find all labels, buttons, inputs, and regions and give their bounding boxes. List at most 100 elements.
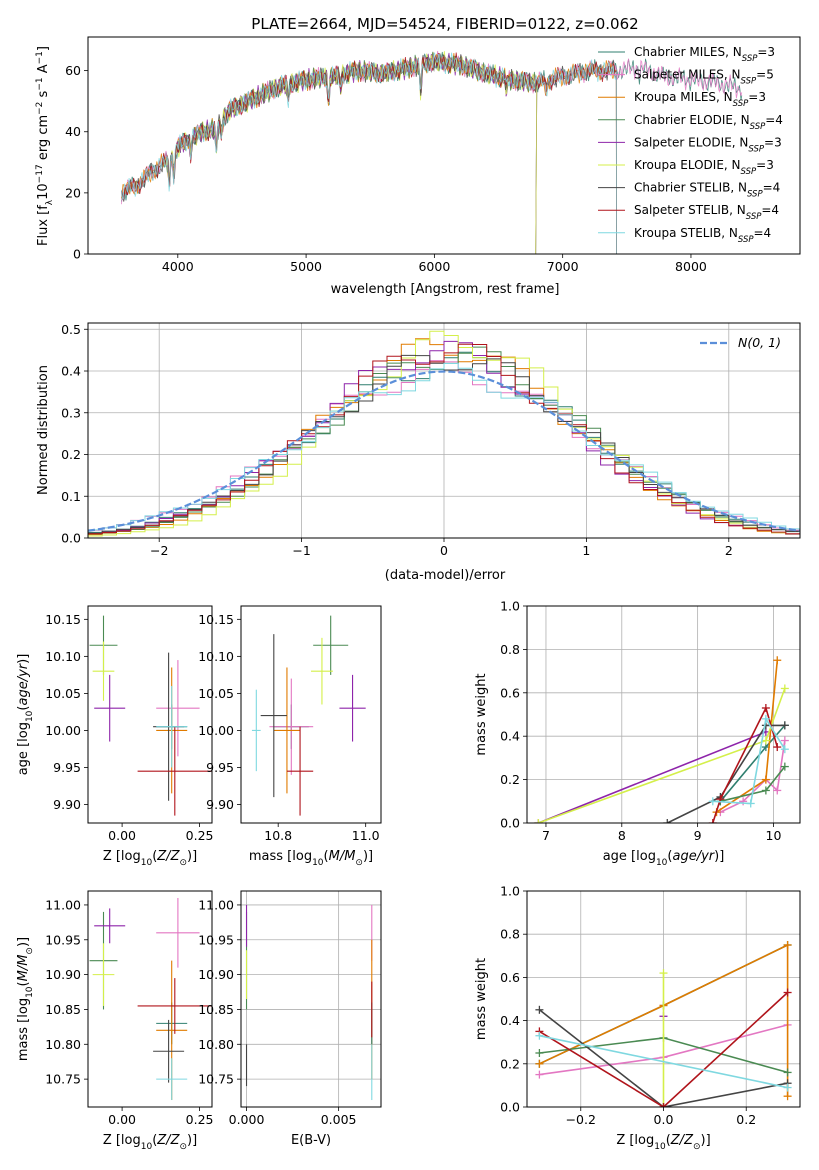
weight-line (538, 1009, 788, 1107)
age-vs-metallicity-panel: 0.00 0.25 9.90 9.95 10.00 10.05 10.10 10.15 Z [l… (16, 605, 214, 868)
legend-sub: SSP (742, 54, 758, 64)
y-tick-label: 0.0 (500, 816, 520, 831)
label-part: ( (667, 849, 672, 864)
y-tick-label: 20 (65, 185, 81, 200)
label-part: ( (152, 1133, 157, 1148)
legend-label: Chabrier ELODIE, NSSP=4 (634, 113, 783, 132)
y-tick-label: 0.2 (500, 772, 520, 787)
label-part: ( (16, 706, 31, 711)
label-part: Flux [f (36, 205, 51, 246)
x-tick-label: 0.25 (186, 1112, 214, 1127)
y-tick-label: 10.95 (198, 932, 234, 947)
y-tick-label: 10.05 (45, 686, 81, 701)
axes-frame (526, 890, 801, 1108)
y-tick-label: 40 (65, 124, 81, 139)
y-tick-label: 10.10 (198, 649, 234, 664)
x-tick-label: 0.25 (186, 828, 214, 843)
label-part: mass weight (474, 958, 489, 1040)
label-part: λ (45, 199, 55, 205)
legend-text: Salpeter ELODIE, N (634, 135, 748, 149)
x-tick-label: 0 (440, 543, 448, 558)
label-part: age/yr (16, 662, 31, 705)
label-part: Z/Z (156, 1133, 180, 1148)
label-part: ⊙ (179, 858, 187, 868)
legend-sub: SSP (733, 99, 749, 109)
y-tick-label: 0 (73, 247, 81, 262)
label-part: E(B-V) (291, 1133, 331, 1148)
y-axis-label: Flux [fλ10−17 erg cm−2 s−1 A−1] (35, 46, 55, 246)
legend-text: Chabrier MILES, N (634, 45, 742, 59)
y-tick-label: 0.4 (500, 1013, 520, 1028)
label-part: −17 (35, 164, 45, 183)
x-tick-label: 0.000 (229, 1112, 265, 1127)
weight-line (538, 991, 789, 1107)
y-tick-label: 10.80 (198, 1037, 234, 1052)
legend-tail: =5 (756, 68, 774, 82)
y-tick-label: 10.90 (198, 967, 234, 982)
x-tick-label: 7 (542, 828, 550, 843)
label-part: 10 (654, 1142, 666, 1152)
axes-frame (87, 36, 801, 255)
x-tick-label: 1 (582, 543, 590, 558)
label-part: 10 (36, 183, 51, 200)
label-part: erg cm (36, 115, 51, 164)
plot-area (534, 656, 789, 823)
label-part: )] (16, 654, 31, 664)
legend-tail: =3 (764, 135, 782, 149)
legend-label: Salpeter ELODIE, NSSP=3 (634, 135, 782, 154)
x-axis-label: age [log10(age/yr)] (603, 849, 725, 868)
y-tick-label: 11.00 (198, 897, 234, 912)
x-tick-label: 9 (694, 828, 702, 843)
y-tick-label: 0.5 (61, 322, 81, 337)
axes-frame (87, 605, 213, 824)
label-part: −1 (35, 51, 45, 64)
x-tick-label: 0.2 (736, 1112, 756, 1127)
y-tick-label: 0.6 (500, 685, 520, 700)
legend-label: Kroupa MILES, NSSP=3 (634, 90, 766, 109)
label-part: ( (324, 849, 329, 864)
weight-line (538, 731, 767, 823)
x-tick-label: 10 (766, 828, 782, 843)
age-vs-mass-panel: 10.8 11.0 9.90 9.95 10.00 10.05 10.10 10.15 mass… (198, 605, 382, 868)
label-part: Z [log (616, 1133, 654, 1148)
y-tick-label: 10.10 (45, 649, 81, 664)
legend-label: N(0, 1) (738, 335, 781, 350)
y-tick-label: 0.2 (500, 1056, 520, 1071)
x-tick-label: 8000 (675, 259, 707, 274)
x-tick-label: 2 (725, 543, 733, 558)
legend-sub: SSP (738, 235, 754, 245)
label-part: ( (666, 1133, 671, 1148)
y-tick-label: 0.3 (61, 405, 81, 420)
label-part: 10 (312, 858, 324, 868)
y-tick-label: 60 (65, 63, 81, 78)
y-tick-label: 9.90 (206, 797, 234, 812)
legend-tail: =3 (756, 158, 774, 172)
x-tick-label: 10.8 (264, 828, 292, 843)
y-axis-label: mass [log10(M/M⊙)] (16, 937, 35, 1061)
y-tick-label: 10.80 (45, 1037, 81, 1052)
y-tick-label: 9.95 (53, 760, 81, 775)
label-part: wavelength [Angstrom, rest frame] (331, 282, 560, 297)
legend-label: Salpeter MILES, NSSP=5 (634, 68, 774, 87)
y-tick-label: 10.15 (198, 612, 234, 627)
label-part: s (36, 90, 51, 101)
plot-area (251, 615, 366, 816)
legend-tail: =4 (761, 203, 779, 217)
spectrum-line (121, 51, 617, 254)
x-axis-label: E(B-V) (291, 1133, 331, 1148)
label-part: Z/Z (156, 849, 180, 864)
label-part: )] (16, 937, 31, 947)
y-tick-label: 0.2 (61, 447, 81, 462)
y-axis-label: mass weight (474, 958, 489, 1040)
legend-tail: =4 (754, 226, 772, 240)
label-part: )] (701, 1133, 711, 1148)
label-part: Z [log (103, 1133, 141, 1148)
legend-sub: SSP (747, 190, 763, 200)
label-part: mass [log (249, 849, 312, 864)
axes-frame (87, 890, 213, 1108)
y-tick-label: 0.0 (61, 531, 81, 546)
y-tick-label: 0.0 (500, 1100, 520, 1115)
label-part: ⊙ (25, 947, 35, 955)
x-axis-label: mass [log10(M/M⊙)] (249, 849, 373, 868)
